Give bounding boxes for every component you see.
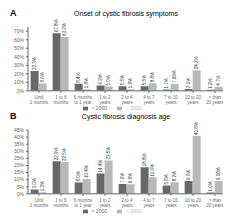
svg-text:3.0%: 3.0%: [32, 178, 37, 188]
svg-text:40%: 40%: [14, 134, 25, 140]
svg-text:8.2%: 8.2%: [172, 171, 177, 181]
svg-text:35%: 35%: [14, 141, 25, 147]
svg-text:4 to 7years: 4 to 7years: [143, 198, 155, 208]
svg-text:6 monthsto 1 year: 6 monthsto 1 year: [74, 198, 93, 208]
svg-text:20%: 20%: [14, 162, 25, 168]
svg-text:4.7%: 4.7%: [216, 76, 221, 86]
svg-text:8.0%: 8.0%: [76, 171, 81, 181]
svg-text:25%: 25%: [14, 155, 25, 161]
svg-text:40%: 40%: [14, 54, 25, 60]
svg-text:2 to 4years: 2 to 4years: [121, 198, 133, 208]
svg-text:8.6%: 8.6%: [40, 72, 45, 82]
svg-text:10.4%: 10.4%: [84, 165, 89, 178]
svg-text:30%: 30%: [14, 148, 25, 154]
svg-text:67.8%: 67.8%: [54, 19, 59, 32]
svg-text:24.2%: 24.2%: [194, 56, 199, 69]
svg-text:1.2%: 1.2%: [208, 79, 213, 89]
svg-text:6.8%: 6.8%: [128, 173, 133, 183]
svg-text:15%: 15%: [14, 169, 25, 175]
svg-text:5.5%: 5.5%: [142, 75, 147, 85]
svg-text:1 to 6months: 1 to 6months: [54, 95, 70, 105]
svg-text:Until1 months: Until1 months: [30, 95, 49, 105]
svg-text:1.7%: 1.7%: [164, 78, 169, 88]
svg-text:2.1%: 2.1%: [186, 78, 191, 88]
svg-text:7.0%: 7.0%: [120, 173, 125, 183]
svg-text:5.8%: 5.8%: [164, 174, 169, 184]
html-text:< 2000: < 2000: [91, 207, 107, 214]
svg-text:22.5%: 22.5%: [62, 148, 67, 161]
svg-text:1 to 6months: 1 to 6months: [54, 198, 70, 208]
svg-text:5.0%: 5.0%: [106, 75, 111, 85]
svg-text:10%: 10%: [14, 79, 25, 85]
svg-text:8.8%: 8.8%: [150, 72, 155, 82]
svg-text:22.9%: 22.9%: [54, 148, 59, 161]
svg-text:18.8%: 18.8%: [142, 153, 147, 166]
svg-text:1.0%: 1.0%: [208, 181, 213, 191]
svg-text:8.4%: 8.4%: [76, 72, 81, 82]
svg-text:7 to 10years: 7 to 10years: [164, 95, 178, 105]
svg-text:9.08%: 9.08%: [216, 167, 221, 180]
svg-text:1.2%: 1.2%: [40, 181, 45, 191]
svg-text:70%: 70%: [14, 28, 25, 34]
svg-text:0%: 0%: [17, 191, 25, 197]
html-text:Onset of cystic fibrosis sympt: Onset of cystic fibrosis symptoms: [74, 10, 178, 17]
svg-text:10%: 10%: [14, 176, 25, 182]
svg-text:40.8%: 40.8%: [194, 122, 199, 135]
svg-text:5.5%: 5.5%: [120, 75, 125, 85]
svg-text:10 to 20years: 10 to 20years: [185, 198, 202, 208]
svg-text:63.2%: 63.2%: [62, 23, 67, 36]
html-text:A: A: [10, 8, 17, 18]
svg-text:14.4%: 14.4%: [98, 160, 103, 173]
html-text:> 2000: > 2000: [126, 104, 142, 111]
svg-text:11.6%: 11.6%: [150, 164, 155, 176]
svg-text:1.8%: 1.8%: [84, 78, 89, 88]
svg-text:30%: 30%: [14, 62, 25, 68]
html-text:B: B: [10, 111, 17, 121]
svg-text:1.8%: 1.8%: [128, 78, 133, 88]
svg-text:> than20 years: > than20 years: [206, 95, 223, 105]
svg-text:45%: 45%: [14, 127, 25, 133]
html-text:Cystic fibrosis diagnosis age: Cystic fibrosis diagnosis age: [81, 113, 171, 120]
svg-text:1 to 2years: 1 to 2years: [99, 95, 111, 105]
svg-text:23.5%: 23.5%: [106, 147, 111, 160]
svg-text:50%: 50%: [14, 45, 25, 51]
svg-text:60%: 60%: [14, 37, 25, 43]
svg-text:6 monthsto 1 year: 6 monthsto 1 year: [74, 95, 93, 105]
svg-text:7.99%: 7.99%: [172, 70, 177, 83]
html-text:> 2000: > 2000: [126, 207, 142, 214]
svg-text:23.3%: 23.3%: [32, 57, 37, 70]
svg-text:5%: 5%: [17, 184, 25, 190]
svg-text:9.0%: 9.0%: [186, 170, 191, 180]
svg-text:7 to 10years: 7 to 10years: [164, 198, 178, 208]
svg-text:10 to 20years: 10 to 20years: [185, 95, 202, 105]
svg-text:6.2%: 6.2%: [98, 74, 103, 84]
svg-text:1 to 2years: 1 to 2years: [99, 198, 111, 208]
svg-text:Until1 months: Until1 months: [30, 198, 49, 208]
svg-text:> than20 years: > than20 years: [206, 198, 223, 208]
html-text:< 2000: < 2000: [91, 104, 107, 111]
svg-text:0%: 0%: [17, 88, 25, 94]
svg-text:4 to 7years: 4 to 7years: [143, 95, 155, 105]
svg-text:20%: 20%: [14, 71, 25, 77]
svg-text:2 to 4years: 2 to 4years: [121, 95, 133, 105]
